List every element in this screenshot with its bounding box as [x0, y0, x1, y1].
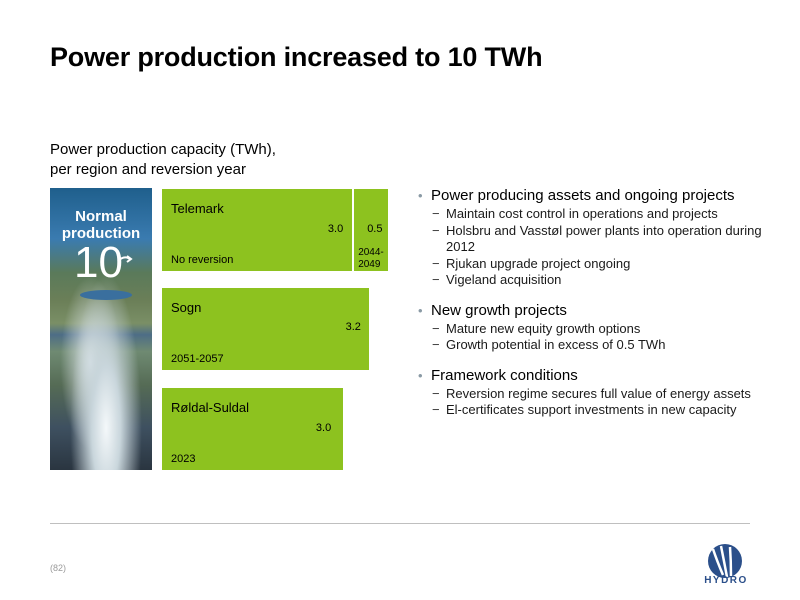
- photo-label-line-2: production: [61, 225, 141, 242]
- bullet-item: − Vigeland acquisition: [432, 272, 562, 287]
- bar-value-label: 3.0: [315, 422, 332, 434]
- photo-big-number: 10: [74, 238, 123, 287]
- photo-label-line-1: Normal: [75, 208, 127, 225]
- bullet-heading: Framework conditions: [418, 366, 763, 386]
- bar-value-label: 3.0: [327, 223, 344, 235]
- bullet-item-text: Rjukan upgrade project ongoing: [446, 255, 631, 271]
- chart-title-line-2: per region and reversion year: [50, 161, 246, 178]
- bullet-item-text: Growth potential in excess of 0.5 TWh: [446, 337, 666, 352]
- bar-telemark-no-reversion: Telemark 3.0 No reversion: [162, 189, 353, 271]
- bullet-item: − Rjukan upgrade project ongoing: [432, 255, 631, 271]
- bar-roldal-suldal-2023: Røldal-Suldal 3.0 2023: [162, 388, 344, 470]
- bar-category-label: Røldal-Suldal: [171, 400, 250, 415]
- bullet-item-text: Maintain cost control in operations and …: [446, 206, 718, 221]
- bullet-item: − El-certificates support investments in …: [432, 402, 737, 417]
- bullet-item: − Reversion regime secures full value of …: [432, 385, 751, 401]
- bullet-heading: Power producing assets and ongoing proje…: [418, 186, 763, 206]
- bar-value-label: 3.2: [345, 321, 361, 333]
- footer-divider: [50, 523, 750, 524]
- bar-sogn-2051-2057: Sogn 3.2 2051-2057: [162, 288, 369, 370]
- photo-label: Normal production: [50, 208, 152, 242]
- production-photo: Normal production 10: [50, 188, 152, 470]
- bullet-item-text: Vigeland acquisition: [446, 272, 562, 287]
- bullet-item-text: Mature new equity growth options: [446, 320, 641, 336]
- bullet-item: − Holsbru and Vasstøl power plants into o…: [432, 222, 762, 255]
- bullet-list: Power producing assets and ongoing proje…: [418, 186, 763, 431]
- bullet-item: − Maintain cost control in operations and…: [432, 206, 718, 221]
- hydro-logo-text: HYDRO: [704, 575, 748, 586]
- chart-title-line-1: Power production capacity (TWh),: [50, 141, 276, 158]
- bar-category-label: Sogn: [171, 300, 202, 315]
- bullet-item-text: El-certificates support investments in n…: [446, 402, 737, 417]
- bar-reversion-label: No reversion: [171, 254, 234, 266]
- bar-reversion-label-line-1: 2044-: [358, 247, 384, 258]
- bullet-heading: New growth projects: [418, 301, 763, 321]
- bar-reversion-label-line-2: 2049: [358, 259, 381, 270]
- bullet-group-assets: Power producing assets and ongoing proje…: [418, 186, 763, 289]
- bullet-group-framework: Framework conditions −Reversion regime s…: [418, 366, 763, 419]
- bar-category-label: Telemark: [171, 201, 224, 216]
- page-number: (82): [50, 563, 67, 573]
- photo-lake: [80, 290, 132, 300]
- bar-reversion-label: 2023: [171, 453, 196, 465]
- bullet-item: − Mature new equity growth options: [432, 320, 641, 336]
- bullet-item-text: Reversion regime secures full value of e…: [446, 385, 751, 401]
- page-title: Power production increased to 10 TWh: [50, 42, 543, 72]
- bullet-item: − Growth potential in excess of 0.5 TWh: [432, 337, 666, 352]
- arrow-icon: [117, 255, 133, 263]
- chart-title: Power production capacity (TWh), per reg…: [50, 140, 276, 180]
- bar-telemark-2044-2049: 0.5 2044- 2049: [354, 189, 388, 271]
- bar-reversion-label: 2051-2057: [171, 353, 224, 365]
- bullet-group-growth: New growth projects −Mature new equity g…: [418, 301, 763, 354]
- bar-value-label: 0.5: [367, 223, 383, 235]
- bar-reversion-label: 2044- 2049: [358, 247, 384, 271]
- bullet-item-text: Holsbru and Vasstøl power plants into op…: [446, 222, 762, 255]
- hydro-logo-icon: [708, 544, 742, 578]
